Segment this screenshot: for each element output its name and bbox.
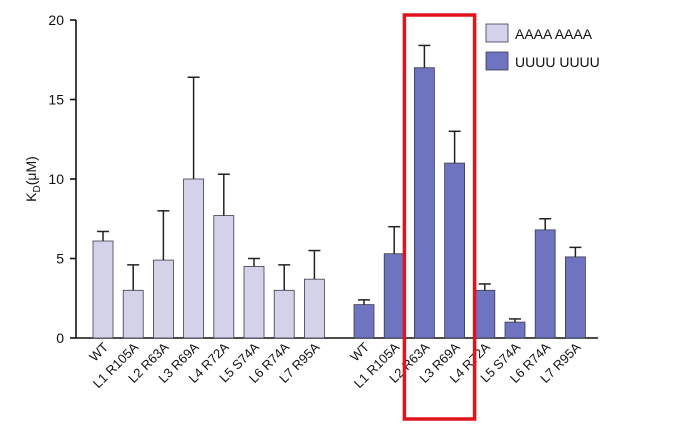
bar bbox=[474, 289, 496, 339]
y-tick-label: 20 bbox=[48, 12, 64, 28]
bar bbox=[183, 178, 205, 339]
bar bbox=[534, 229, 556, 339]
bar bbox=[122, 289, 144, 339]
y-tick-label: 0 bbox=[56, 330, 64, 346]
legend-label: AAAA AAAA bbox=[515, 26, 593, 42]
bar bbox=[565, 256, 586, 339]
bar bbox=[504, 321, 526, 339]
bar bbox=[353, 304, 375, 339]
legend: AAAA AAAA UUUU UUUU bbox=[485, 23, 600, 71]
y-tick-label: 5 bbox=[56, 251, 64, 267]
y-axis-label-unit: (μM) bbox=[23, 156, 39, 185]
bar bbox=[213, 215, 235, 339]
y-axis-label-main: K bbox=[23, 192, 39, 202]
y-tick-label: 15 bbox=[48, 92, 64, 108]
legend-swatch bbox=[485, 51, 509, 71]
y-axis-label: KD(μM) bbox=[23, 156, 43, 202]
legend-label: UUUU UUUU bbox=[515, 54, 600, 70]
bar bbox=[243, 266, 265, 339]
highlight-box bbox=[402, 13, 477, 421]
bar bbox=[303, 278, 325, 339]
bar bbox=[383, 253, 405, 339]
legend-swatch bbox=[485, 23, 509, 43]
bar bbox=[273, 289, 295, 339]
y-axis-label-subscript: D bbox=[32, 185, 43, 192]
bar bbox=[92, 240, 114, 339]
y-tick-label: 10 bbox=[48, 171, 64, 187]
x-tick-label: WT bbox=[86, 339, 111, 364]
bars bbox=[92, 44, 586, 339]
bar bbox=[152, 259, 174, 339]
bar bbox=[413, 67, 435, 339]
y-ticks: 0 5 10 15 20 bbox=[48, 12, 76, 346]
bar bbox=[444, 162, 466, 339]
x-tick-label: WT bbox=[347, 339, 372, 364]
